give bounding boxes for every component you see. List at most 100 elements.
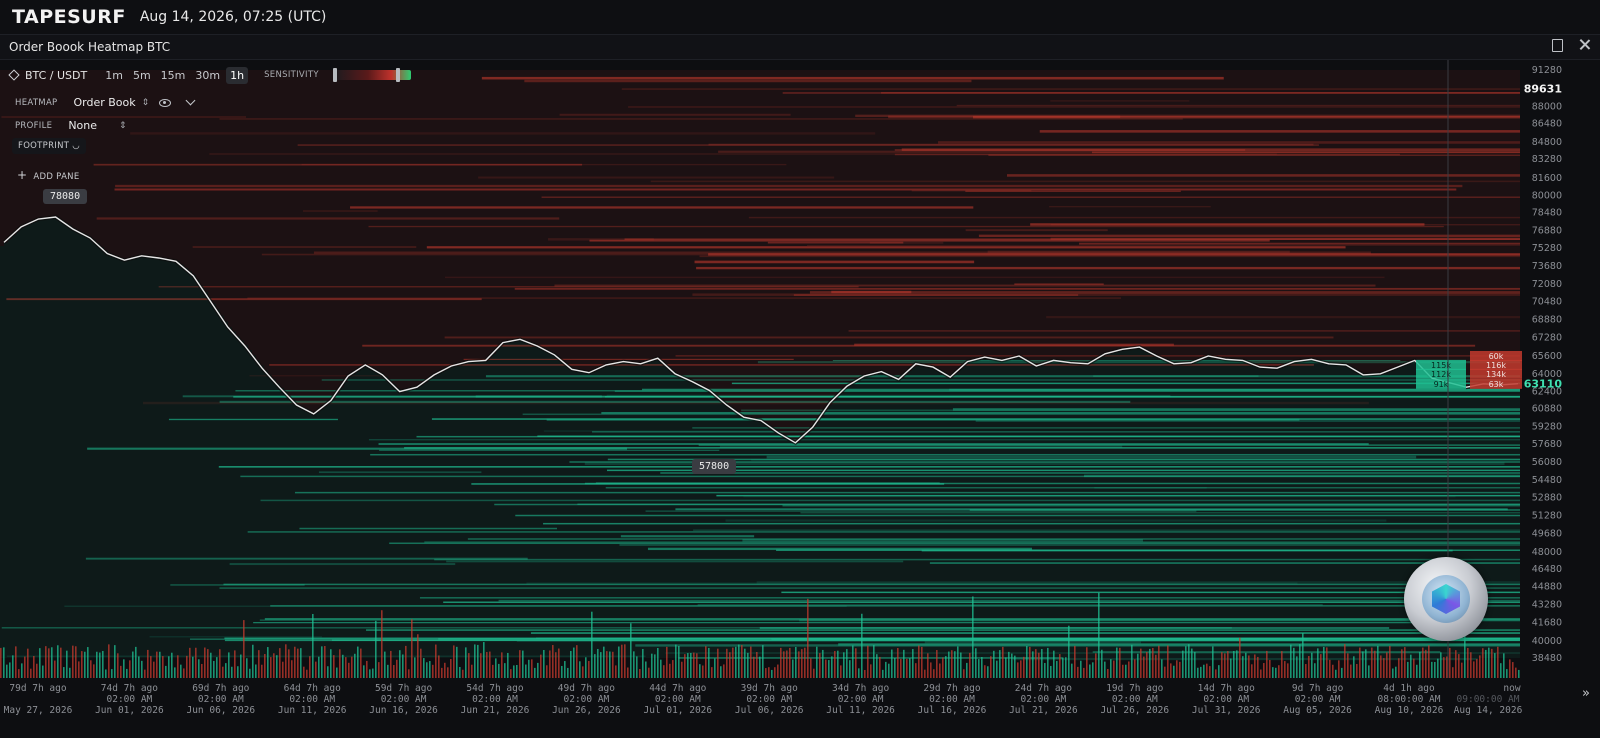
volume-bar [1170,663,1172,678]
bid-heat-column [1144,349,1148,658]
ask-heat-column [1168,70,1172,362]
bid-heat-column [324,405,328,658]
ask-heat-column [252,70,256,356]
timeframe-30m[interactable]: 30m [195,68,221,82]
ask-heat-column [1120,70,1124,350]
ask-heat-column [1420,70,1424,366]
bid-heat-column [520,339,524,658]
volume-bar [402,654,404,678]
volume-bar [138,656,140,678]
ask-heat-column [780,70,784,434]
bid-heat-column [1432,378,1436,658]
timeframe-1h[interactable]: 1h [226,66,249,84]
ask-heat-column [1036,70,1040,366]
profile-updown-icon[interactable]: ⇕ [119,120,127,131]
profile-label: PROFILE [15,120,53,131]
volume-bar [951,650,953,678]
volume-bar [1497,646,1499,678]
ask-heat-column [1512,70,1516,385]
bid-wall-line [240,475,1520,478]
timeframe-1m[interactable]: 1m [105,68,123,82]
order-book-heatmap-chart[interactable]: 60k116k134k63k115k112k91k912808800086480… [0,60,1600,738]
bid-wall-line [223,583,1520,586]
chevron-down-icon[interactable] [185,95,196,106]
bid-liquidity-band [645,510,1197,512]
volume-bar [1290,644,1292,678]
bid-heat-column [948,375,952,658]
volume-bar [1368,665,1370,678]
x-axis-label: 24d 7h ago [1015,683,1072,694]
bid-liquidity-band [693,529,1520,531]
bid-heat-column [1412,361,1416,658]
add-pane-button[interactable]: + ADD PANE [17,168,80,182]
volume-bar [1437,658,1439,678]
timeframe-15m[interactable]: 15m [160,68,186,82]
volume-bar [984,665,986,678]
heatmap-updown-icon[interactable]: ⇕ [141,97,150,108]
volume-bar [288,649,290,678]
ask-liquidity-band [481,76,1224,80]
ask-ladder-label: 134k [1486,370,1506,379]
volume-bar [480,653,482,678]
bid-wall-line [264,618,1520,620]
ask-heat-column [1408,70,1412,364]
ask-heat-column [892,70,896,377]
ask-heat-column [1000,70,1004,361]
bid-heat-column [1424,369,1428,658]
ask-heat-column [592,70,596,372]
ask-heat-column [728,70,732,406]
timeframe-5m[interactable]: 5m [132,68,151,82]
ask-heat-column [964,70,968,365]
ask-heat-column [244,70,248,346]
volume-bar [1224,653,1226,678]
ask-heat-column [436,70,440,374]
volume-bar [129,660,131,678]
volume-bar [1410,654,1412,678]
bid-heat-column [332,398,336,658]
visibility-eye-icon[interactable] [159,98,172,107]
app-logo[interactable]: TAPESURF [12,6,126,28]
volume-bar [1020,660,1022,678]
x-axis-label: 64d 7h ago [284,683,341,694]
scroll-right-icon[interactable]: » [1582,686,1590,701]
sensitivity-handle-left[interactable] [332,68,337,82]
window-icon[interactable] [1552,39,1563,52]
volume-bar [1275,667,1277,678]
volume-bar [753,656,755,678]
ask-heat-column [180,70,184,265]
ask-heat-column [772,70,776,429]
volume-bar [372,668,374,678]
pair-selector[interactable]: BTC / USDT [8,69,87,82]
volume-bar [339,649,341,678]
volume-bar [171,652,173,678]
ask-heat-column [688,70,692,380]
close-icon[interactable] [1579,39,1590,50]
volume-bar [1449,647,1451,678]
bid-heat-column [1364,374,1368,658]
sensitivity-handle[interactable] [395,68,400,82]
volume-bar [69,667,71,678]
bid-heat-column [728,405,732,658]
bid-heat-column [404,390,408,658]
ask-liquidity-band [1039,130,1520,133]
ask-heat-column [1332,70,1336,364]
ask-heat-column [752,70,756,419]
ask-heat-column [880,70,884,372]
volume-bar [699,664,701,678]
bid-heat-column [160,258,164,658]
ask-liquidity-band [978,234,1520,237]
footprint-toggle[interactable]: FOOTPRINT ◡ [12,138,86,154]
ask-liquidity-band [301,163,787,166]
profile-select[interactable]: None [68,119,98,132]
bid-heat-column [12,235,16,658]
bid-ladder-bar [1416,378,1466,389]
volume-bar [1431,661,1433,678]
sensitivity-slider[interactable] [332,68,411,82]
ask-heat-column [1228,70,1232,360]
bid-heat-column [1280,367,1284,658]
ask-liquidity-band [987,250,1290,254]
bid-heat-column [144,256,148,658]
heatmap-select[interactable]: Order Book [73,96,136,109]
volume-bar [519,650,521,678]
ask-heat-column [520,70,524,340]
